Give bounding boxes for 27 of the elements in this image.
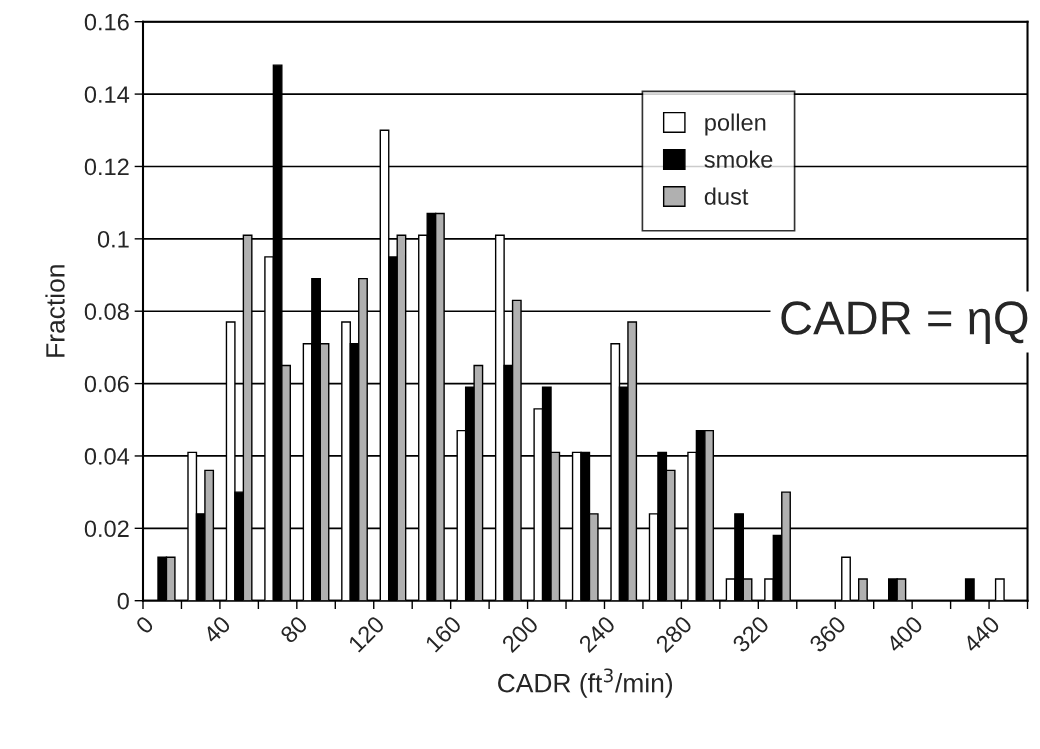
x-tick-label: 80 (279, 614, 309, 644)
x-axis-title: CADR (ft$^{3}$/min) (498, 668, 673, 698)
legend-label: pollen (705, 113, 766, 136)
y-tick-label: 0.1 (97, 230, 129, 248)
x-tick-label: 160 (424, 614, 463, 653)
x-tick-label: 40 (202, 614, 232, 645)
x-tick-label: 200 (501, 614, 540, 654)
x-tick-label: 0 (134, 614, 155, 635)
x-tick-label: 440 (962, 614, 1001, 654)
x-tick-label: 120 (347, 614, 386, 653)
y-tick-label: 0.04 (84, 448, 130, 465)
annotation: CADR = ηQ (781, 301, 1028, 345)
x-tick-label: 360 (808, 614, 847, 654)
y-tick-label: 0.06 (84, 375, 129, 393)
x-tick-label: 280 (654, 614, 694, 654)
legend-label: dust (704, 187, 749, 205)
y-tick-label: 0 (117, 592, 129, 610)
y-tick-label: 0.02 (84, 520, 129, 538)
y-tick-label: 0.14 (84, 86, 130, 103)
x-tick-label: 320 (731, 614, 770, 654)
y-axis-title: Fraction (45, 265, 65, 357)
x-tick-label: 400 (885, 614, 924, 654)
y-tick-label: 0.12 (84, 158, 129, 176)
y-tick-label: 0.16 (84, 13, 129, 31)
legend-label: smoke (704, 150, 773, 168)
y-tick-label: 0.08 (84, 303, 129, 320)
x-tick-label: 240 (577, 614, 617, 654)
